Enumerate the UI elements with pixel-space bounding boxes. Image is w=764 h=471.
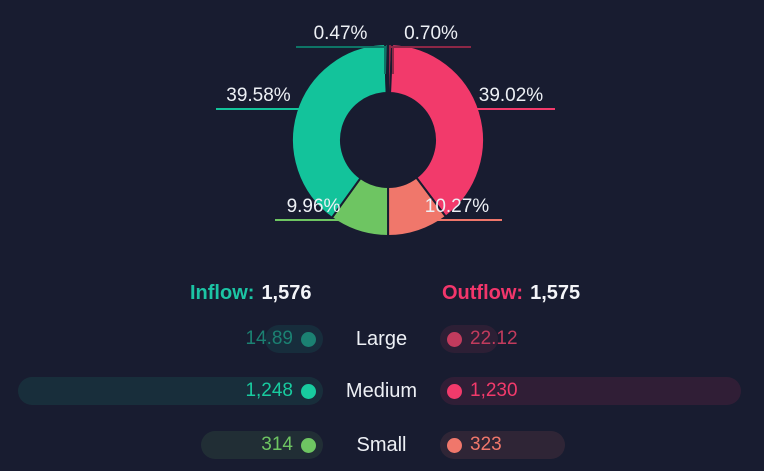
segment-label-inflow-medium: 39.58% [216,85,301,110]
inflow-small-dot-icon [301,437,316,453]
segment-label-outflow-large: 0.70% [391,23,471,48]
inflow-total-value: 1,576 [261,282,312,304]
inflow-bar-medium[interactable]: 1,248 [18,377,323,405]
inflow-value-large: 14.89 [245,328,293,349]
inflow-bar-large[interactable]: 14.89 [245,325,323,353]
segment-label-outflow-medium: 39.02% [467,85,555,110]
outflow-small-dot-icon [447,437,462,453]
outflow-bar-large[interactable]: 22.12 [440,325,518,353]
size-label-large: Large [355,328,408,350]
outflow-total-label: Outflow: [442,282,524,304]
outflow-large-dot-icon [447,331,462,347]
donut-segment-outflow-medium[interactable] [389,43,485,219]
size-label-small: Small [356,434,407,456]
size-label-medium: Medium [345,380,418,402]
inflow-bar-small[interactable]: 314 [201,431,323,459]
inflow-value-small: 314 [261,434,293,455]
segment-label-inflow-small: 9.96% [275,196,352,221]
leader-line-inflow-large [384,46,386,74]
inflow-large-dot-icon [301,331,316,347]
inflow-total-label: Inflow: [190,282,255,304]
inflow-header: Inflow: 1,576 [190,281,312,305]
leader-line-outflow-large [392,46,394,74]
inflow-value-medium: 1,248 [245,380,293,401]
outflow-bar-small[interactable]: 323 [440,431,565,459]
inflow-medium-dot-icon [301,383,316,399]
segment-label-inflow-large: 0.47% [296,23,385,48]
outflow-bar-medium[interactable]: 1,230 [440,377,741,405]
outflow-total-value: 1,575 [530,282,581,304]
outflow-value-medium: 1,230 [470,380,518,401]
outflow-medium-dot-icon [447,383,462,399]
outflow-header: Outflow: 1,575 [442,281,580,305]
segment-label-outflow-small: 10.27% [412,196,502,221]
outflow-value-small: 323 [470,434,502,455]
outflow-value-large: 22.12 [470,328,518,349]
